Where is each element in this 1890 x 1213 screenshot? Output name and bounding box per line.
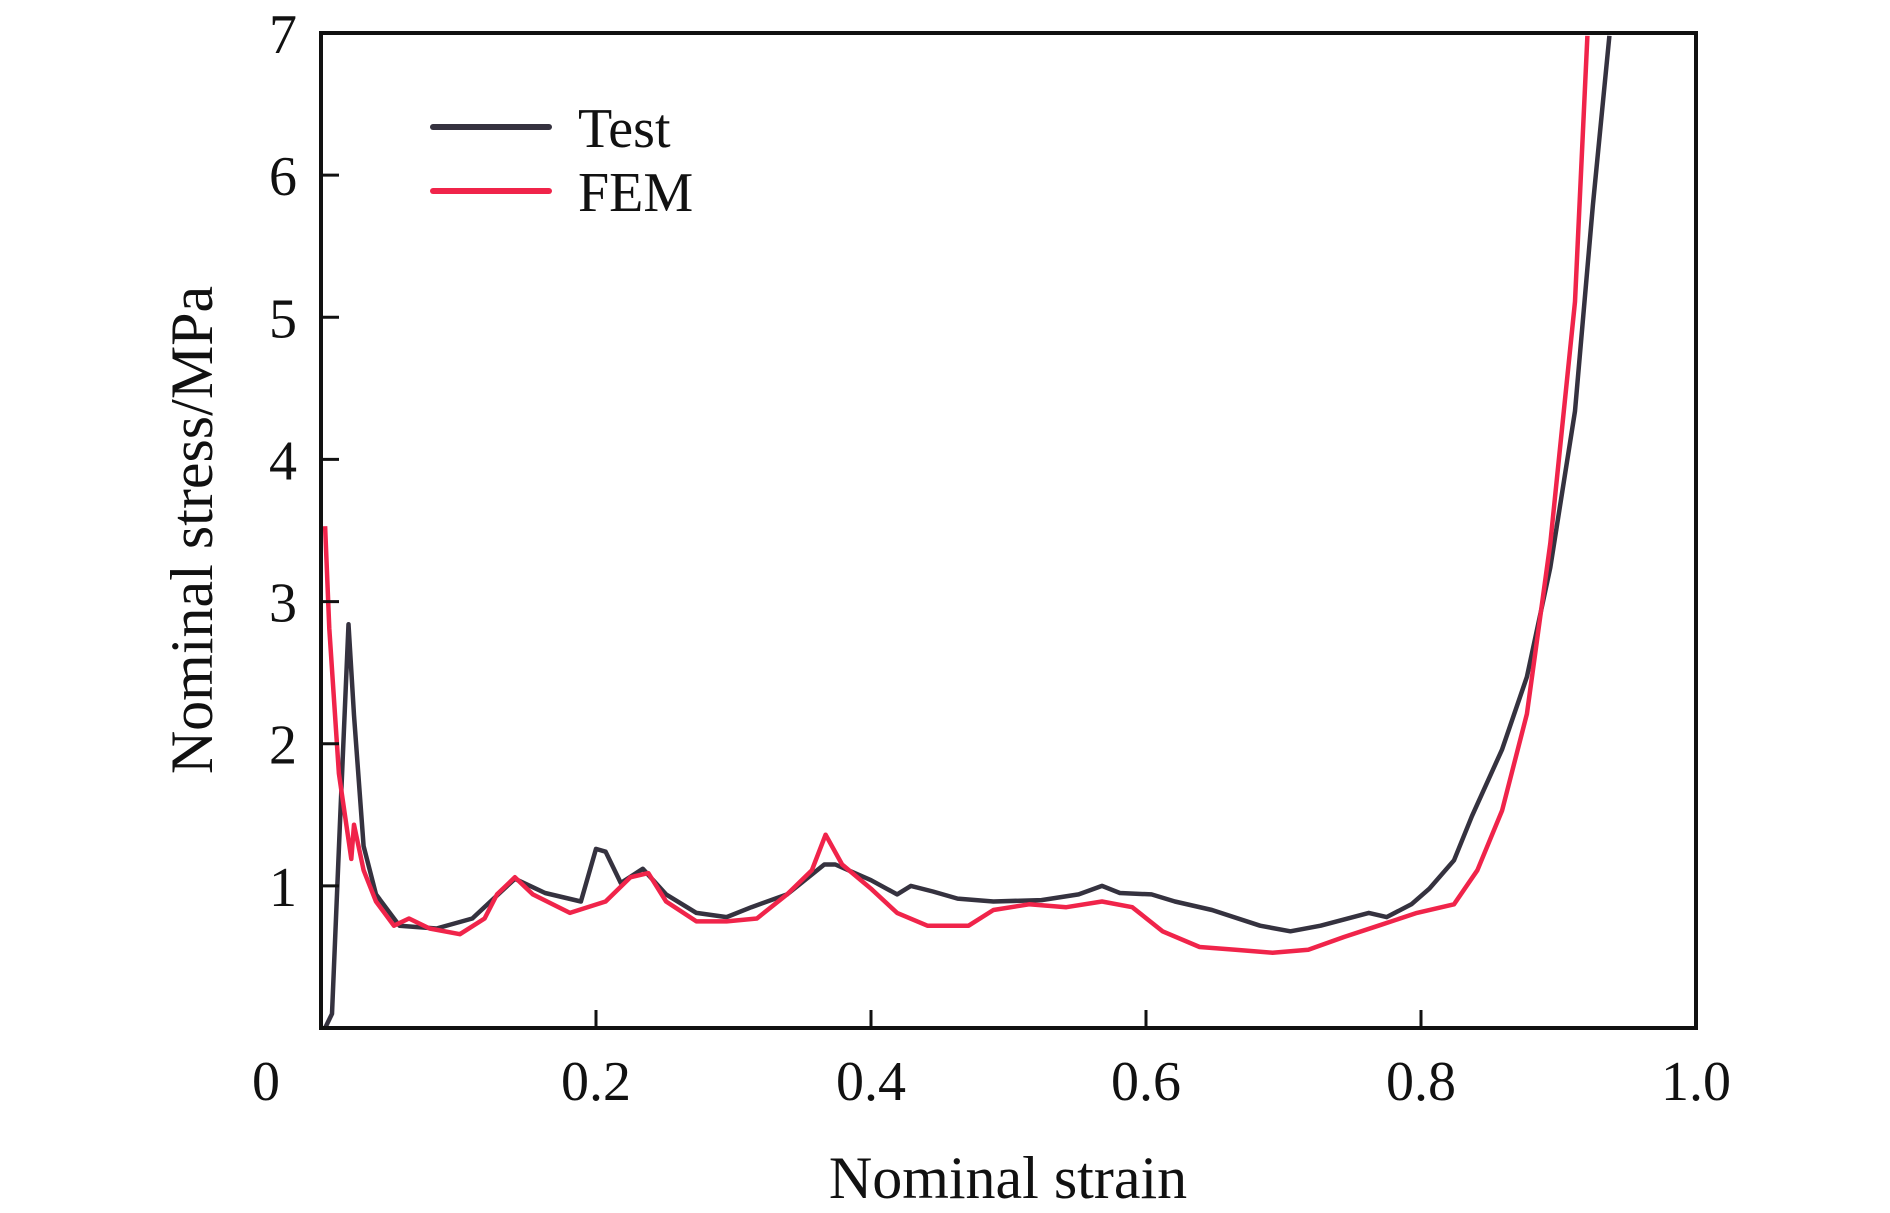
x-tick-label: 1.0 bbox=[1661, 1051, 1731, 1113]
series-line-fem bbox=[322, 35, 1590, 955]
plot-content bbox=[322, 35, 1612, 1028]
legend-label-test: Test bbox=[578, 98, 671, 160]
x-tick-label: 0.6 bbox=[1111, 1051, 1181, 1113]
x-axis-title: Nominal strain bbox=[829, 1145, 1187, 1211]
axis-ticks bbox=[321, 173, 1423, 1028]
plot-frame bbox=[319, 31, 1698, 1030]
y-tick-label: 3 bbox=[269, 573, 297, 635]
y-tick-label: 7 bbox=[269, 4, 297, 66]
y-tick-label: 6 bbox=[269, 146, 297, 208]
y-tick-label: 1 bbox=[269, 857, 297, 919]
series-line-test bbox=[323, 35, 1612, 1028]
x-tick-label: 0 bbox=[252, 1051, 280, 1113]
tick-labels: 0 0.2 0.4 0.6 0.8 1.0 1 2 3 4 5 6 7 bbox=[252, 4, 1731, 1113]
y-axis-title: Nominal stress/MPa bbox=[159, 286, 225, 774]
y-tick-label: 2 bbox=[269, 715, 297, 777]
x-tick-label: 0.8 bbox=[1386, 1051, 1456, 1113]
y-tick-label: 5 bbox=[269, 288, 297, 350]
x-tick-label: 0.2 bbox=[561, 1051, 631, 1113]
x-tick-label: 0.4 bbox=[836, 1051, 906, 1113]
legend-label-fem: FEM bbox=[578, 162, 693, 224]
y-tick-label: 4 bbox=[269, 430, 297, 492]
